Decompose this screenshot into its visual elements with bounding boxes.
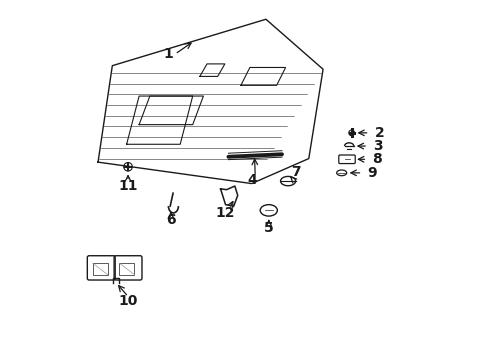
Bar <box>93 263 107 275</box>
Text: 9: 9 <box>366 166 376 180</box>
Text: 12: 12 <box>215 206 235 220</box>
Text: 3: 3 <box>372 139 382 153</box>
Bar <box>119 263 134 275</box>
Text: 11: 11 <box>118 179 138 193</box>
Text: 8: 8 <box>372 152 381 166</box>
Text: 6: 6 <box>166 213 175 228</box>
Text: 7: 7 <box>291 165 300 179</box>
Text: 5: 5 <box>264 221 273 235</box>
Text: 4: 4 <box>247 173 257 187</box>
Text: 1: 1 <box>163 47 173 61</box>
Text: 2: 2 <box>374 126 384 140</box>
Text: 10: 10 <box>119 294 138 309</box>
